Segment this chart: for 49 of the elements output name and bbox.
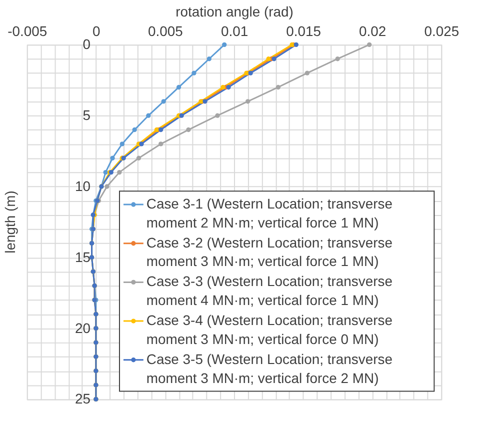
point: [192, 70, 196, 76]
point: [176, 84, 182, 90]
point: [220, 84, 226, 90]
point: [161, 99, 166, 104]
point: [245, 99, 250, 104]
point: [272, 56, 276, 62]
x-tick-label: 0.015: [286, 23, 322, 40]
point: [186, 127, 191, 132]
point: [117, 170, 122, 175]
y-tick-label: 5: [82, 107, 91, 124]
point: [103, 170, 108, 175]
point: [266, 56, 271, 62]
x-tick-label: 0.01: [220, 23, 248, 40]
point: [294, 42, 298, 48]
point: [206, 56, 212, 62]
point: [136, 156, 142, 160]
point: [226, 84, 231, 90]
legend-label: Case 3-5 (Western Location; transverse moment 3 MN·m; vertical force 2 MN): [146, 350, 393, 386]
point: [146, 113, 151, 118]
legend-label: Case 3-3 (Western Location; transverse moment 4 MN·m; vertical force 1 MN): [146, 273, 393, 308]
y-tick-label: 25: [74, 390, 91, 407]
legend-label: Case 3-2 (Western Location; transverse moment 3 MN·m; vertical force 1 MN): [146, 234, 393, 270]
x-tick-label: 0: [92, 23, 101, 40]
x-tick-label: 0.02: [359, 23, 386, 40]
point: [158, 127, 164, 132]
point: [248, 70, 253, 76]
point: [276, 84, 281, 90]
point: [215, 113, 220, 118]
y-tick-label: 0: [82, 36, 91, 52]
point: [335, 56, 340, 62]
legend-label: Case 3-4 (Western Location; transverse moment 3 MN·m; vertical force 0 MN): [146, 312, 393, 347]
point: [202, 99, 208, 104]
y-tick-label: 10: [74, 178, 91, 194]
point: [120, 142, 125, 146]
point: [158, 142, 164, 146]
point: [132, 127, 137, 132]
y-axis-title: length (m): [2, 190, 18, 254]
point: [222, 42, 227, 48]
x-tick-label: 0.025: [424, 23, 460, 40]
legend-label: Case 3-1 (Western Location; transverse moment 2 MN·m; vertical force 1 MN): [146, 196, 393, 230]
point: [367, 42, 372, 48]
y-tick-label: 20: [74, 320, 91, 336]
y-tick-label: 15: [74, 248, 91, 265]
x-axis-title: rotation angle (rad): [176, 3, 294, 20]
point: [104, 184, 110, 189]
point: [110, 156, 115, 160]
x-tick-label: 0.005: [148, 23, 184, 40]
point: [304, 70, 310, 76]
x-tick-label: -0.005: [8, 23, 48, 40]
